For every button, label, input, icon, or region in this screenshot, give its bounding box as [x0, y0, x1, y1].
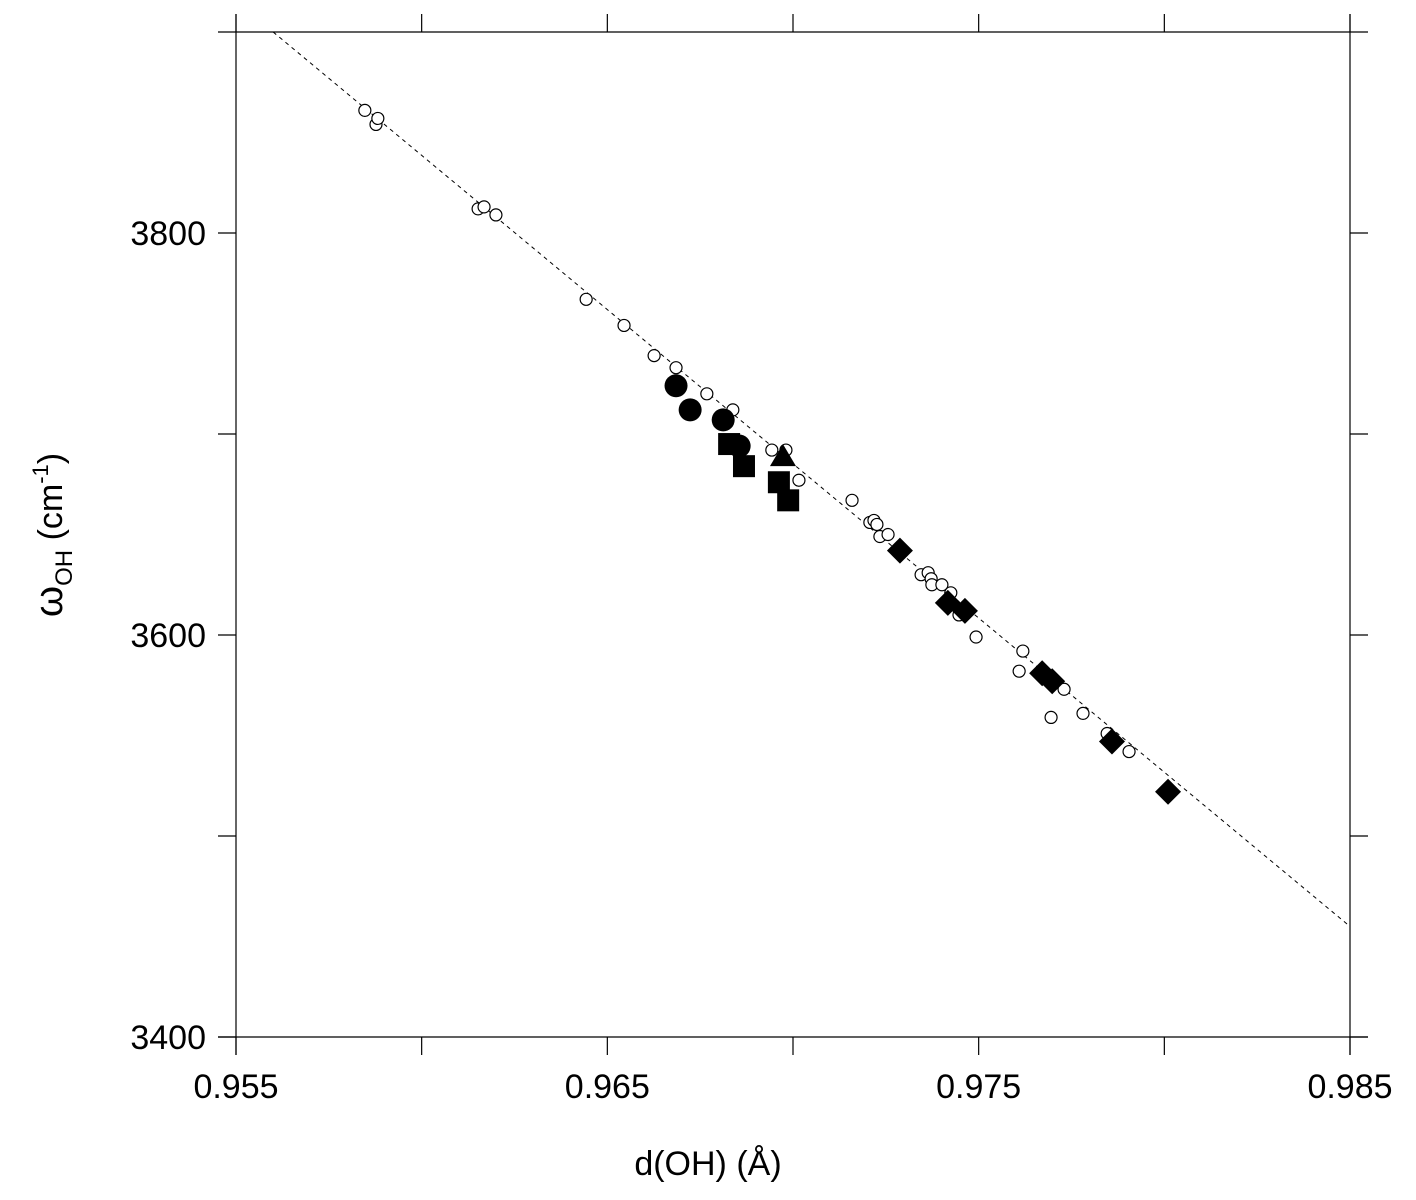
point	[792, 473, 806, 487]
x-tick-label: 0.975	[936, 1068, 1021, 1106]
point	[617, 318, 631, 333]
point	[358, 103, 372, 117]
point	[669, 361, 683, 375]
y-title-superscript: -1	[28, 464, 53, 484]
point	[732, 455, 755, 478]
x-tick-label: 0.985	[1307, 1068, 1392, 1106]
fit-line	[272, 31, 1351, 927]
point	[769, 444, 796, 467]
y-title-close: )	[32, 453, 70, 464]
point	[664, 374, 688, 398]
point	[969, 630, 983, 644]
point	[718, 433, 741, 456]
point	[1016, 644, 1030, 658]
x-axis-title: d(OH) (Å)	[634, 1145, 781, 1183]
y-tick-label: 3400	[130, 1019, 206, 1057]
point	[1076, 706, 1090, 720]
point	[1044, 710, 1058, 725]
y-title-symbol: ω	[27, 586, 71, 617]
point	[777, 489, 800, 512]
point	[1039, 668, 1066, 695]
x-tick-label: 0.955	[193, 1068, 278, 1106]
point	[765, 443, 779, 457]
point	[1155, 778, 1182, 805]
point	[935, 578, 949, 592]
point	[1012, 664, 1026, 678]
y-title-unit: (cm	[32, 484, 70, 550]
x-tick-label: 0.965	[565, 1068, 650, 1106]
point	[870, 517, 884, 532]
point	[678, 398, 702, 422]
point	[767, 471, 790, 494]
point	[886, 537, 913, 564]
y-tick-label: 3600	[130, 617, 206, 655]
point	[477, 200, 491, 214]
point	[579, 292, 593, 306]
point	[711, 408, 735, 432]
y-tick-label: 3800	[130, 215, 206, 253]
point	[951, 597, 978, 624]
point	[1122, 744, 1136, 759]
point	[881, 527, 895, 542]
point	[371, 111, 385, 126]
point	[845, 493, 859, 507]
point	[1057, 682, 1071, 696]
point	[700, 387, 714, 401]
y-axis-title: ωOH (cm-1)	[27, 453, 78, 617]
y-title-subscript: OH	[51, 550, 78, 586]
point	[489, 208, 503, 222]
point	[647, 349, 661, 363]
point	[1098, 728, 1125, 755]
